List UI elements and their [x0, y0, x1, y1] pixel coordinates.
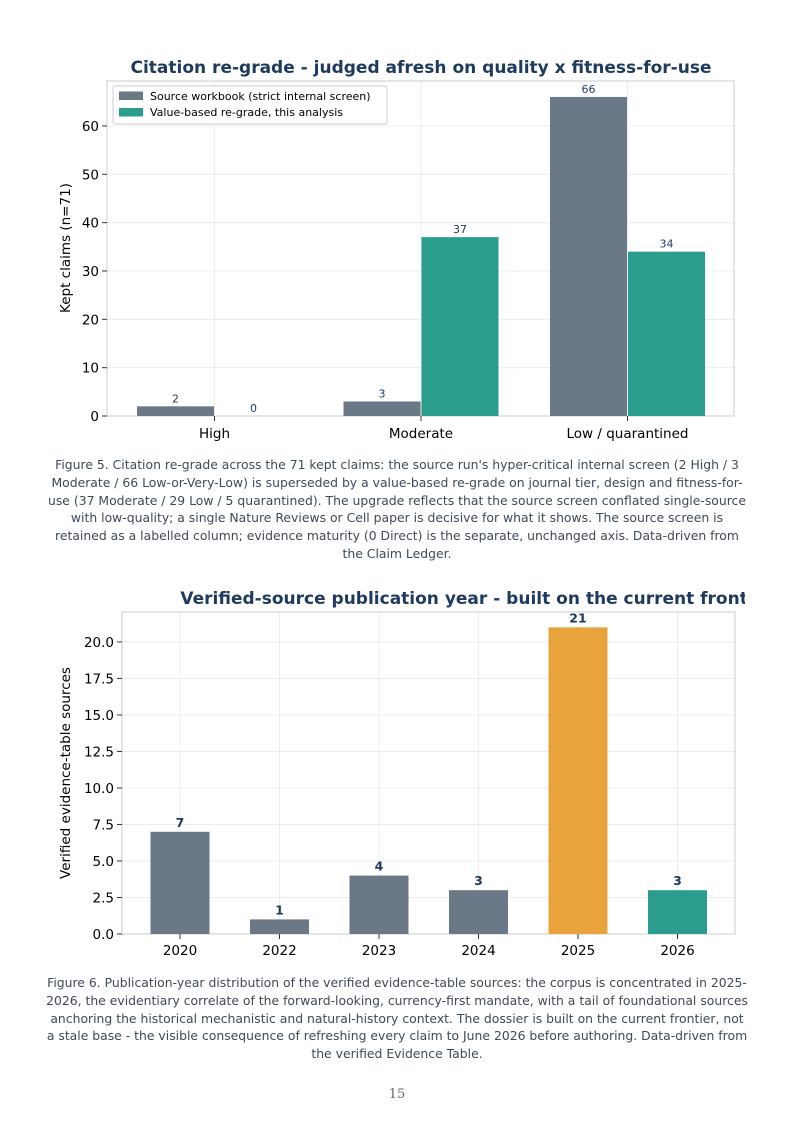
legend-swatch-regrade — [119, 108, 143, 117]
bar-value-label: 21 — [569, 610, 586, 625]
bar-year-2026 — [648, 890, 707, 934]
y-tick-label: 10.0 — [84, 781, 114, 797]
y-tick-label: 12.5 — [84, 744, 114, 760]
y-axis-label: Kept claims (n=71) — [58, 183, 74, 313]
x-tick-label: 2023 — [362, 943, 396, 959]
y-axis-label: Verified evidence-table sources — [58, 667, 74, 879]
bar-year-2023 — [349, 875, 409, 934]
y-tick-label: 10 — [82, 361, 99, 377]
figure-5-caption: Figure 5. Citation re-grade across the 7… — [47, 457, 746, 561]
x-tick-label: 2025 — [561, 943, 595, 959]
chart-publication-year: Verified-source publication year - built… — [58, 589, 745, 959]
plot-frame — [121, 611, 736, 935]
x-tick-label: 2024 — [461, 943, 495, 959]
y-tick-label: 30 — [82, 264, 99, 280]
bar-year-2024 — [449, 890, 508, 934]
y-tick-label: 5.0 — [93, 854, 114, 870]
bar-value-label: 0 — [250, 402, 257, 415]
chart-title: Verified-source publication year - built… — [180, 589, 745, 609]
bar-value-label: 37 — [453, 223, 467, 236]
legend-swatch-source — [119, 91, 143, 100]
bar-value-label: 7 — [176, 815, 185, 830]
bar-year-2020 — [150, 831, 210, 934]
bar-regrade — [421, 237, 499, 416]
x-tick-label: 2022 — [262, 943, 296, 959]
y-tick-label: 20 — [82, 312, 99, 328]
legend: Source workbook (strict internal screen)… — [112, 85, 388, 125]
bar-year-2022 — [250, 919, 309, 934]
y-tick-label: 60 — [82, 119, 99, 135]
x-tick-label: Moderate — [389, 426, 453, 442]
y-tick-label: 20.0 — [84, 635, 114, 651]
bar-source — [343, 401, 421, 416]
page-number: 15 — [388, 1087, 406, 1102]
figure-5: Citation re-grade - judged afresh on qua… — [49, 50, 745, 450]
bar-value-label: 1 — [275, 902, 284, 917]
chart-citation-regrade: Citation re-grade - judged afresh on qua… — [58, 58, 735, 442]
bar-value-label: 3 — [474, 873, 483, 888]
figure-6-caption: Figure 6. Publication-year distribution … — [46, 975, 748, 1062]
y-tick-label: 0 — [90, 409, 99, 425]
bar-value-label: 3 — [673, 873, 682, 888]
legend-label-regrade: Value-based re-grade, this analysis — [150, 106, 343, 119]
bar-value-label: 4 — [375, 859, 384, 874]
x-tick-label: 2026 — [660, 943, 694, 959]
y-tick-label: 0.0 — [93, 927, 114, 943]
bar-value-label: 2 — [172, 392, 179, 405]
y-tick-label: 15.0 — [84, 708, 114, 724]
x-tick-label: High — [199, 426, 230, 442]
bar-value-label: 34 — [660, 238, 674, 251]
y-tick-label: 40 — [82, 216, 99, 232]
bar-source — [550, 96, 627, 416]
bar-regrade — [628, 251, 705, 416]
y-tick-label: 2.5 — [93, 890, 114, 906]
y-tick-label: 17.5 — [84, 671, 114, 687]
x-tick-label: 2020 — [163, 943, 197, 959]
bar-value-label: 66 — [582, 83, 596, 96]
y-tick-label: 50 — [82, 167, 99, 183]
y-tick-label: 7.5 — [93, 817, 114, 833]
figure-6: Verified-source publication year - built… — [49, 580, 745, 968]
bar-value-label: 3 — [379, 387, 386, 400]
legend-label-source: Source workbook (strict internal screen) — [150, 90, 371, 103]
chart-title: Citation re-grade - judged afresh on qua… — [131, 58, 712, 78]
bar-year-2025 — [548, 627, 608, 934]
x-tick-label: Low / quarantined — [567, 426, 689, 442]
bar-source — [137, 406, 214, 416]
